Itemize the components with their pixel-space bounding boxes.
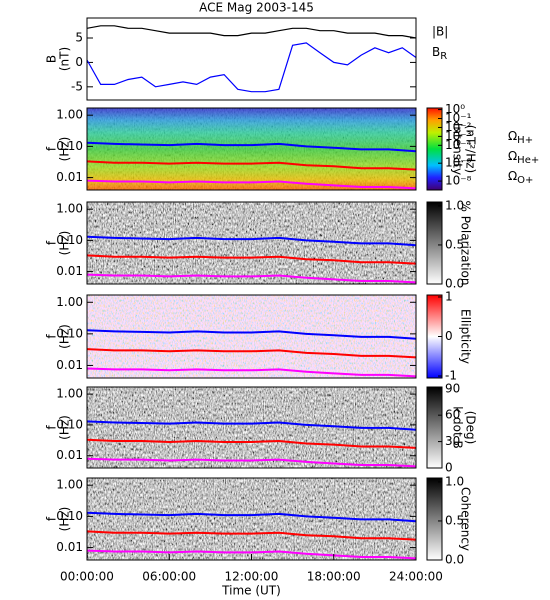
series-line xyxy=(86,348,417,359)
colorbar-tick-label: 10⁰ xyxy=(445,102,465,116)
legend-entry: BR xyxy=(432,45,447,63)
series-line xyxy=(86,438,417,449)
y-axis-label: (Hz) xyxy=(58,507,72,532)
series-line xyxy=(86,254,417,265)
series-line xyxy=(86,329,417,340)
colorbar-label: Intensity xyxy=(451,123,465,175)
colorbar-label: Coherency xyxy=(459,487,473,551)
series-line xyxy=(86,160,417,171)
colorbar-tick-label: 0 xyxy=(445,329,453,343)
y-tick-label: 1.00 xyxy=(56,478,83,492)
y-tick-label: 0.01 xyxy=(56,264,83,278)
colorbar-label: % Polarization xyxy=(459,201,473,286)
y-axis-label: f xyxy=(45,240,59,245)
series-line xyxy=(86,457,417,468)
x-tick-label: 24:00:00 xyxy=(389,570,443,584)
colorbar-tick-label: 0.5 xyxy=(445,237,464,251)
legend-entry: ΩO+ xyxy=(508,169,533,187)
colorbar xyxy=(426,477,443,561)
colorbar-tick-label: 0 xyxy=(445,461,453,475)
colorbar-tick-label: 90 xyxy=(445,381,460,395)
colorbar-tick-label: 1.0 xyxy=(445,198,464,212)
y-axis-label: (Hz) xyxy=(58,231,72,256)
colorbar-tick-label: 10⁻² xyxy=(445,120,472,134)
x-axis-label: Time (UT) xyxy=(221,584,281,598)
y-tick-label: 0.01 xyxy=(56,358,83,372)
y-axis-label: f xyxy=(45,516,59,521)
series-line xyxy=(86,25,417,39)
colorbar-tick-label: 60 xyxy=(445,408,460,422)
y-tick-label: 1.00 xyxy=(56,295,83,309)
y-tick-label: 0.01 xyxy=(56,448,83,462)
y-tick-label: 1.00 xyxy=(56,202,83,216)
colorbar-tick-label: 10⁻¹ xyxy=(445,111,472,125)
series-line xyxy=(86,367,417,378)
legend-entry: |B| xyxy=(432,25,448,39)
series-line xyxy=(86,179,417,190)
y-axis-label: B xyxy=(45,55,59,63)
colorbar-label: (Deg) xyxy=(464,411,478,445)
colorbar-tick-label: 0.0 xyxy=(445,553,464,567)
legend-entry: ΩH+ xyxy=(508,129,533,147)
colorbar-tick-label: 0.0 xyxy=(445,277,464,291)
colorbar-tick-label: 10⁻⁴ xyxy=(445,138,472,152)
colorbar-label: Ellipticity xyxy=(459,309,473,364)
y-axis-label: (Hz) xyxy=(58,415,72,440)
y-tick-label: 0.10 xyxy=(56,326,83,340)
y-tick-label: 0.10 xyxy=(56,233,83,247)
plot-frame xyxy=(86,201,417,285)
colorbar xyxy=(426,201,443,285)
legend-entry: ΩHe+ xyxy=(508,149,539,167)
series-line xyxy=(86,141,417,153)
series-line xyxy=(86,549,417,560)
x-tick-label: 00:00:00 xyxy=(60,570,114,584)
x-tick-label: 12:00:00 xyxy=(225,570,279,584)
y-tick-label: 0.10 xyxy=(56,417,83,431)
y-axis-label: f xyxy=(45,146,59,151)
plot-frame xyxy=(86,17,417,101)
y-tick-label: -5 xyxy=(71,79,83,93)
x-tick-label: 18:00:00 xyxy=(307,570,361,584)
series-line xyxy=(86,42,417,93)
y-axis-label: f xyxy=(45,334,59,339)
series-line xyxy=(86,530,417,541)
series-line xyxy=(86,273,417,284)
colorbar-label: (nT²/Hz) xyxy=(464,125,478,173)
y-tick-label: 0.10 xyxy=(56,509,83,523)
y-tick-label: 0.01 xyxy=(56,540,83,554)
plot-frame xyxy=(86,107,417,191)
y-tick-label: 1.00 xyxy=(56,387,83,401)
colorbar-tick-label: 10⁻⁶ xyxy=(445,156,472,170)
colorbar-tick-label: 10⁻⁸ xyxy=(445,174,472,188)
plot-frame xyxy=(86,294,417,379)
y-axis-label: (nT) xyxy=(58,47,72,71)
plot-frame xyxy=(86,386,417,469)
y-tick-label: 0 xyxy=(75,55,83,69)
series-line xyxy=(86,511,417,523)
plot-frame xyxy=(86,477,417,561)
colorbar xyxy=(426,386,443,469)
series-line xyxy=(86,420,417,431)
colorbar-tick-label: 1 xyxy=(445,289,453,303)
colorbar xyxy=(426,107,443,191)
series-line xyxy=(86,235,417,247)
x-tick-label: 06:00:00 xyxy=(142,570,196,584)
y-axis-label: f xyxy=(45,425,59,430)
colorbar-tick-label: 0.5 xyxy=(445,513,464,527)
colorbar-tick-label: 10⁻³ xyxy=(445,129,472,143)
colorbar-label: k dot B xyxy=(451,406,465,448)
chart-title: ACE Mag 2003-145 xyxy=(199,1,314,15)
y-axis-label: (Hz) xyxy=(58,137,72,162)
y-tick-label: 5 xyxy=(75,31,83,45)
colorbar-tick-label: 1.0 xyxy=(445,474,464,488)
colorbar-tick-label: -1 xyxy=(445,369,457,383)
y-axis-label: (Hz) xyxy=(58,324,72,349)
colorbar-tick-label: 30 xyxy=(445,434,460,448)
y-tick-label: 0.01 xyxy=(56,170,83,184)
y-tick-label: 0.10 xyxy=(56,139,83,153)
y-tick-label: 1.00 xyxy=(56,108,83,122)
